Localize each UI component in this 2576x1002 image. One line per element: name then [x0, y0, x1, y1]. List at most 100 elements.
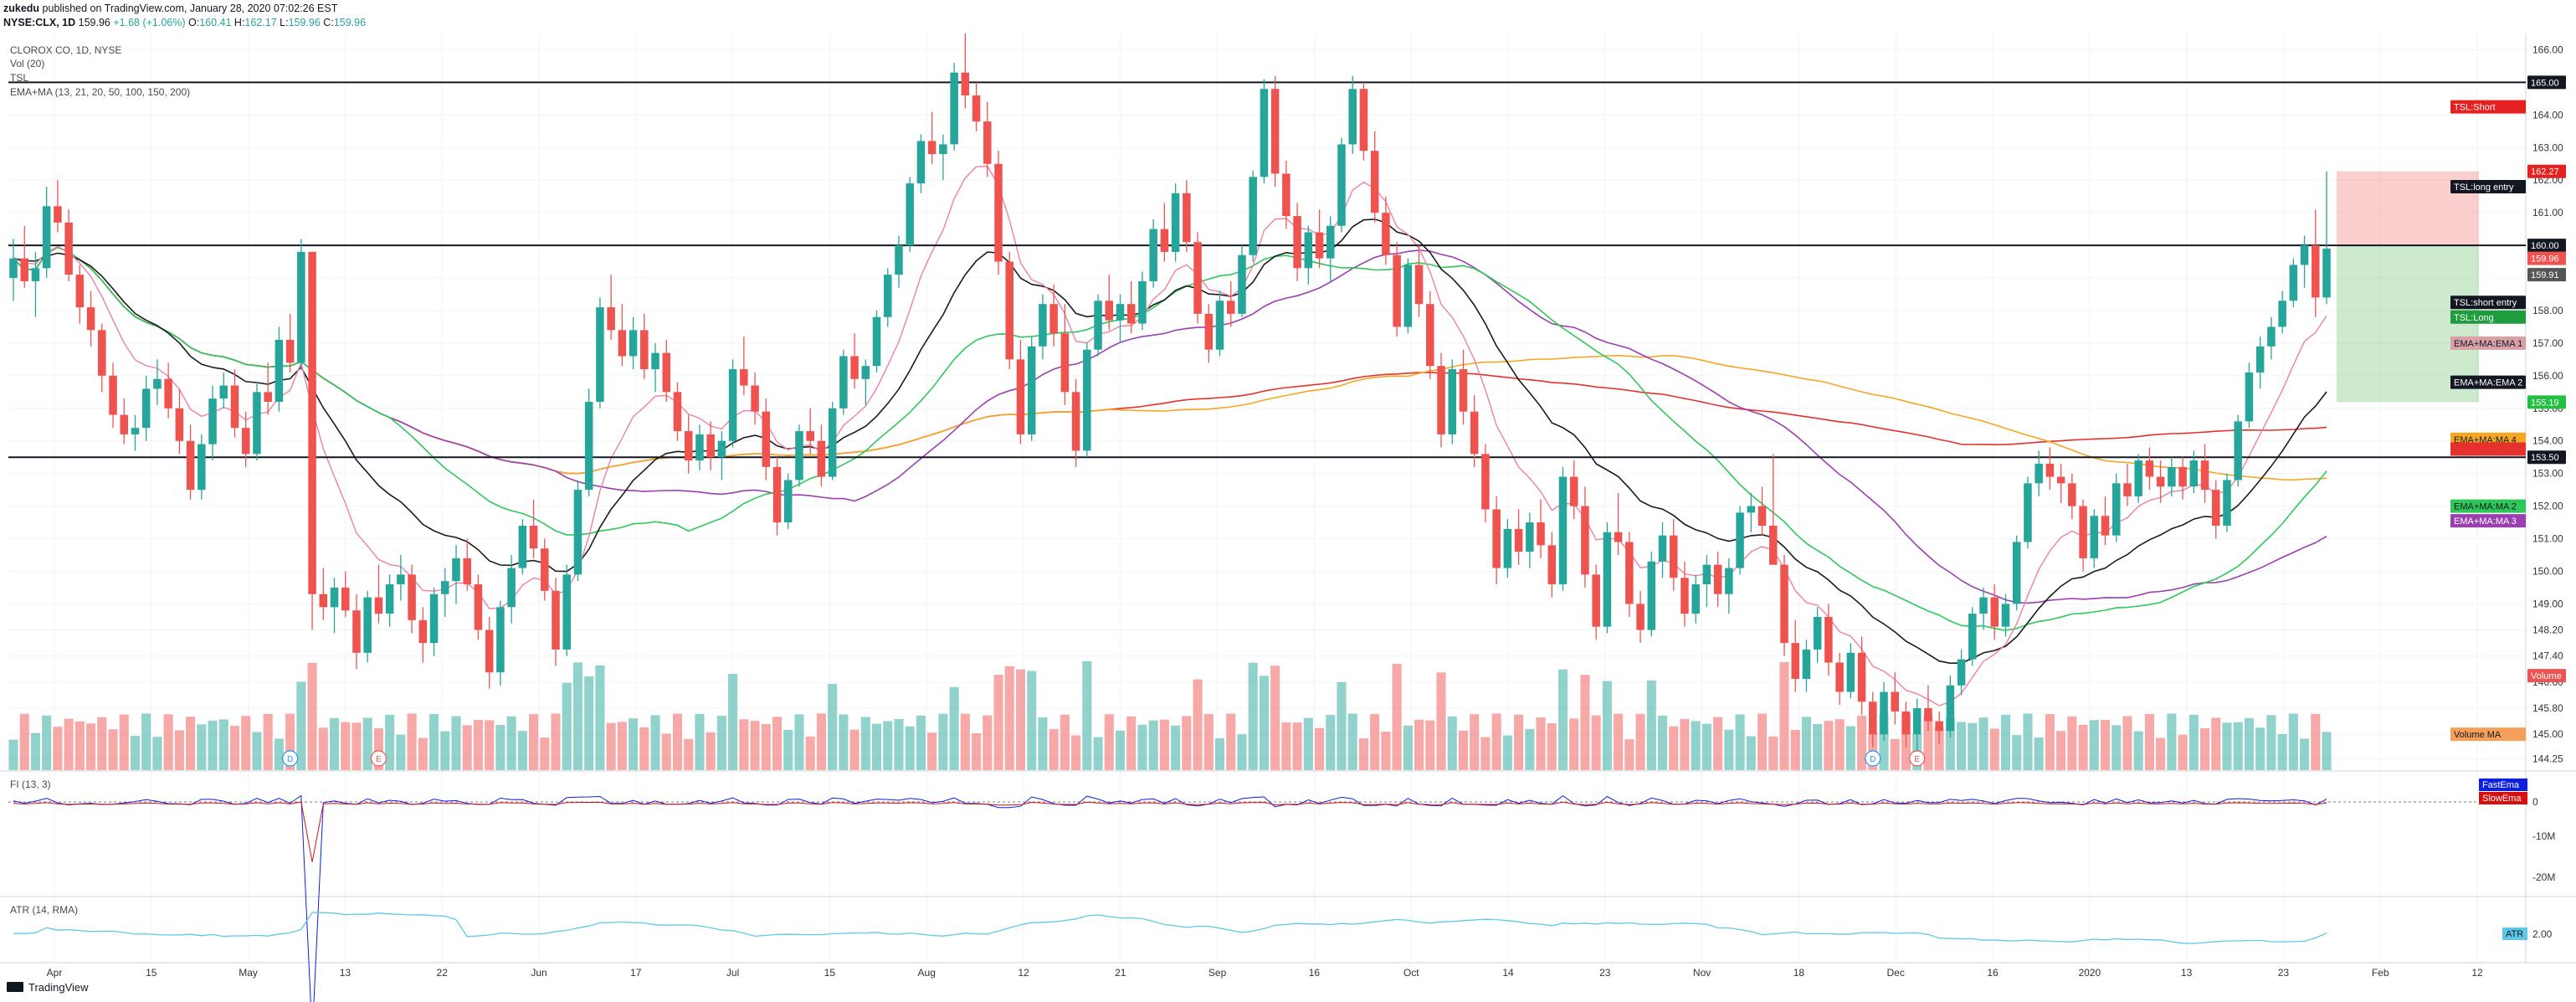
candle-body	[2156, 476, 2165, 487]
candle-body	[1359, 89, 1368, 152]
axis-label: EMA+MA:EMA 2	[2450, 375, 2526, 389]
price-tick-label: 157.00	[2532, 337, 2563, 349]
candle-body	[441, 581, 449, 594]
volume-bar	[1646, 680, 1656, 770]
volume-bar	[197, 724, 207, 770]
low-label: L:	[280, 17, 289, 28]
candle	[2012, 535, 2021, 611]
candle	[1802, 640, 1811, 692]
volume-bar	[2122, 716, 2132, 770]
legend-tsl[interactable]: TSL	[10, 72, 29, 84]
legend-vol[interactable]: Vol (20)	[10, 58, 45, 69]
volume-bar	[2144, 713, 2154, 770]
candle-body	[2024, 483, 2032, 542]
axis-label-bg	[2450, 499, 2526, 513]
tradingview-logo[interactable]: TradingView	[7, 981, 89, 994]
candle	[463, 538, 471, 591]
candle-body	[1912, 708, 1922, 735]
time-tick-label: Oct	[1403, 967, 1419, 979]
candle-body	[319, 593, 328, 608]
candle	[275, 326, 284, 412]
candle-body	[1702, 564, 1711, 585]
candle	[884, 268, 892, 327]
candle	[1503, 519, 1512, 578]
axis-label: 155.19	[2527, 395, 2566, 409]
candle-body	[2223, 480, 2231, 526]
candle	[1813, 607, 1822, 663]
candle	[64, 209, 73, 281]
legend-ema[interactable]: EMA+MA (13, 21, 20, 50, 100, 150, 200)	[10, 86, 191, 98]
axis-label-bg	[2527, 75, 2566, 90]
volume-bar	[706, 732, 716, 770]
price-tick-label: 147.40	[2532, 650, 2563, 662]
time-tick-label: Feb	[2372, 967, 2389, 979]
axis-label-text: EMA+MA:EMA 2	[2454, 378, 2522, 388]
candle-body	[1138, 280, 1147, 324]
volume-bar	[1957, 722, 1967, 770]
candle-body	[1813, 616, 1822, 650]
volume-bar	[2189, 714, 2199, 770]
time-tick-label: 12	[1018, 967, 1029, 979]
volume-bar	[428, 713, 439, 770]
event-marker-e	[1909, 750, 1926, 767]
volume-bar	[1635, 713, 1645, 770]
volume-bar	[2211, 717, 2221, 770]
axis-label-text: EMA+MA:EMA 1	[2454, 339, 2522, 349]
candle-body	[75, 275, 85, 308]
atr-tick-label: 2.00	[2532, 928, 2553, 940]
axis-label-bg	[2450, 310, 2526, 324]
candle	[552, 578, 560, 666]
candle	[562, 564, 572, 656]
volume-bar	[1171, 725, 1181, 770]
axis-label-text: 159.96	[2531, 254, 2559, 265]
volume-bar	[684, 738, 694, 770]
candle-body	[2112, 483, 2121, 536]
volume-bar	[1657, 715, 1668, 770]
candle-body	[1039, 304, 1047, 347]
legend-title[interactable]: CLOROX CO, 1D, NYSE	[10, 44, 122, 56]
fi-pane-label[interactable]: FI (13, 3)	[10, 778, 51, 790]
volume-bar	[229, 726, 240, 770]
candle-body	[2134, 460, 2142, 496]
candle	[2278, 290, 2286, 334]
candle	[408, 564, 416, 634]
volume-bar	[1281, 722, 1291, 770]
volume-bar	[218, 719, 228, 770]
candle-body	[1027, 346, 1036, 434]
atr-pane-label[interactable]: ATR (14, RMA)	[10, 904, 79, 916]
candle	[1160, 203, 1169, 262]
volume-bar	[86, 723, 96, 770]
volume-bar	[1226, 713, 1236, 770]
event-marker-label: E	[1914, 755, 1920, 764]
candle	[1326, 216, 1335, 281]
time-tick-label: Dec	[1887, 967, 1905, 979]
candle-body	[1293, 216, 1301, 269]
axis-label-bg	[2450, 295, 2526, 310]
candle-body	[562, 574, 572, 650]
candle-body	[1669, 535, 1678, 578]
axis-label-text: TSL:short entry	[2454, 298, 2517, 308]
candle-body	[861, 366, 870, 379]
candle	[2123, 463, 2132, 506]
volume-bar	[1591, 715, 1601, 770]
price-tick-label: 164.00	[2532, 109, 2563, 121]
candle	[1370, 131, 1379, 223]
candle	[308, 251, 316, 630]
volume-bar	[2156, 737, 2166, 770]
axis-label: 159.91	[2527, 268, 2566, 282]
volume-bar	[1182, 716, 1192, 770]
candle-body	[762, 411, 771, 467]
candle-body	[64, 222, 73, 275]
volume-bar	[485, 720, 495, 770]
fi-tick-label: -20M	[2532, 871, 2555, 883]
open-value: 160.41	[199, 17, 232, 28]
volume-bar	[1038, 717, 1048, 770]
candle-body	[1758, 506, 1767, 526]
volume-bar	[2244, 717, 2254, 770]
publisher-user[interactable]: zukedu	[3, 3, 40, 14]
candle	[972, 82, 981, 131]
candle	[1437, 352, 1445, 448]
candle-body	[994, 163, 1003, 262]
candle	[1171, 183, 1180, 262]
